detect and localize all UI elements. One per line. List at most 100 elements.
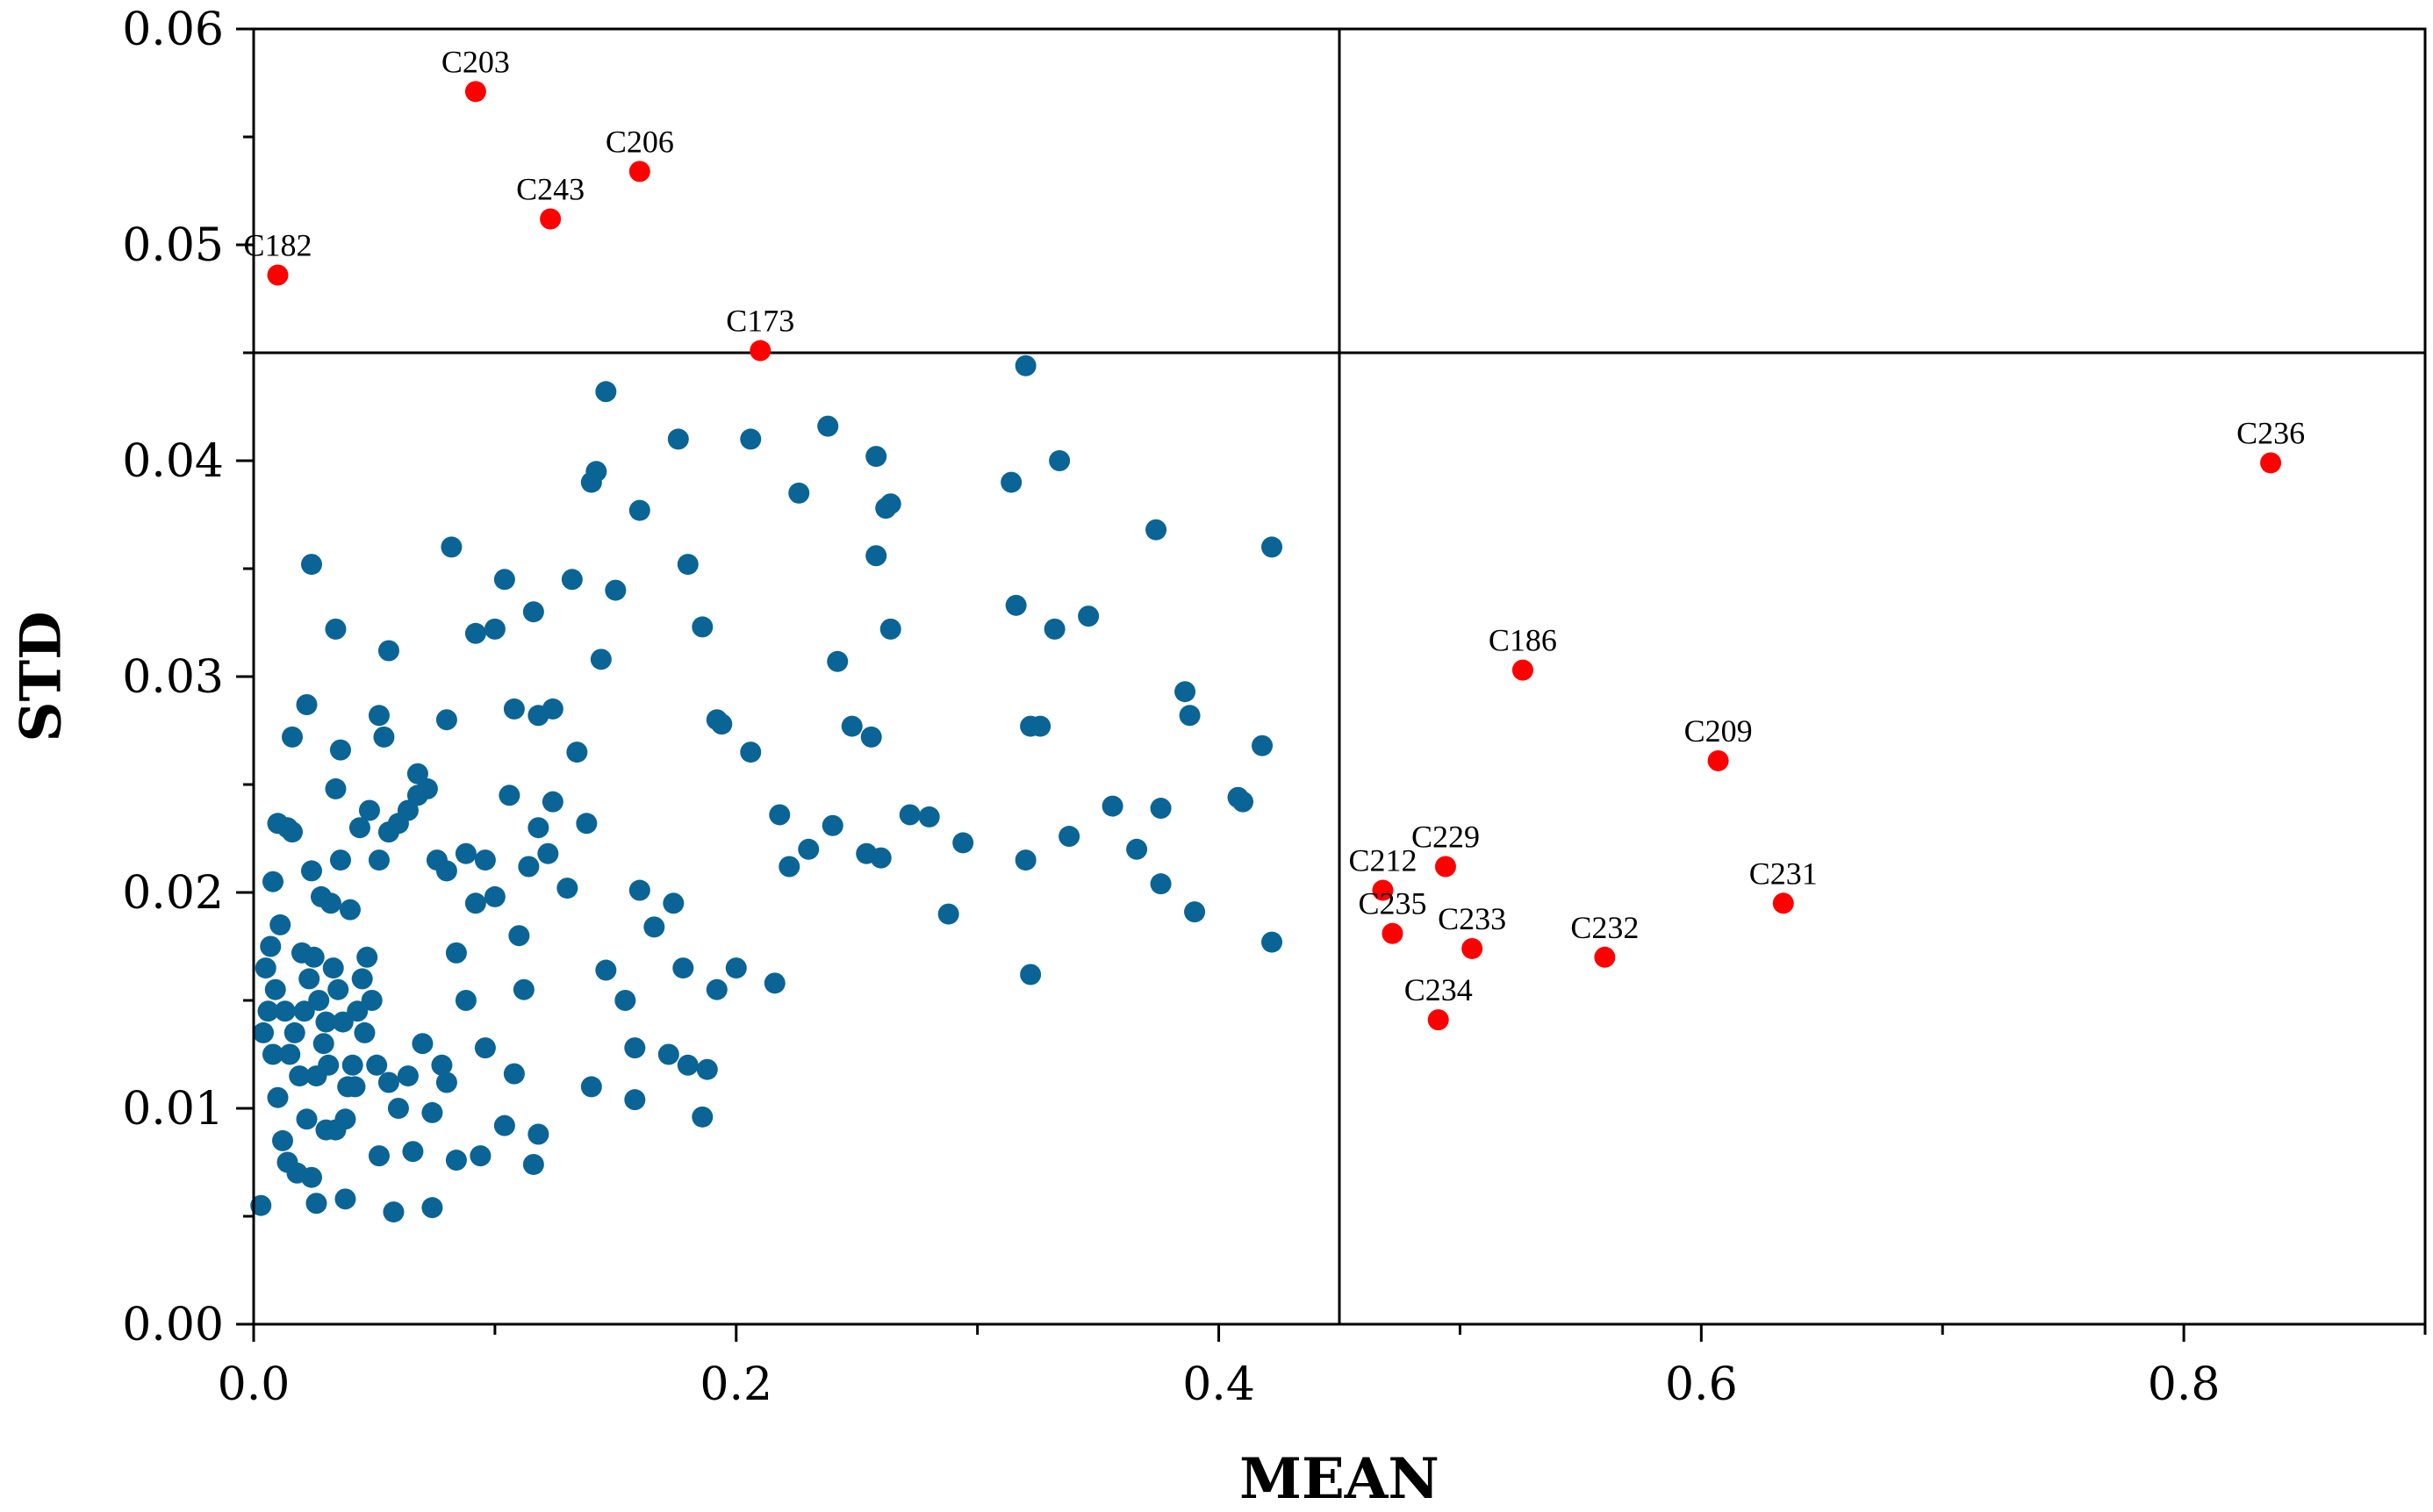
outlier-point [1372,879,1394,901]
data-point [332,1011,354,1033]
outlier-label: C212 [1348,843,1417,878]
data-point [397,799,419,821]
y-tick-label: 0.02 [122,867,224,920]
data-point [879,618,901,640]
data-point [464,622,486,644]
data-point [354,1021,376,1043]
data-point [361,990,383,1011]
outlier-point [1382,922,1403,944]
outlier-point [2260,452,2282,474]
data-point [474,1037,496,1059]
x-tick-label: 0.2 [700,1358,772,1411]
data-point [503,698,525,720]
data-point [1150,798,1172,820]
data-point [260,935,282,957]
data-point [291,942,312,964]
y-tick-label: 0.03 [122,651,224,704]
data-point [264,978,286,1000]
data-point [368,705,390,727]
outlier-point [1434,856,1456,878]
data-point [377,1071,399,1093]
data-point [329,849,351,871]
data-point [605,579,627,601]
data-point [667,428,689,450]
data-point [870,847,892,869]
outlier-label: C236 [2236,415,2305,450]
data-point [542,791,563,813]
data-point [383,1201,405,1223]
data-point [672,957,694,979]
data-point [798,838,820,860]
data-point [624,1037,646,1059]
data-point [528,817,549,839]
y-axis-title: STD [9,611,75,742]
data-point [677,554,699,576]
data-point [300,860,322,882]
data-point [344,1076,366,1098]
data-point [528,1123,549,1145]
data-point [283,1021,305,1043]
data-point [368,849,390,871]
data-point [305,1065,327,1087]
data-point [537,842,559,864]
data-point [614,990,636,1011]
data-point [1232,791,1254,813]
outlier-label: C209 [1684,713,1753,749]
data-point [373,726,395,748]
data-point [899,804,921,826]
data-point [416,777,438,799]
data-point [366,1054,388,1076]
data-point [484,885,506,907]
data-point [1020,964,1042,985]
data-point [590,649,612,670]
data-point [518,856,540,878]
data-point [312,1033,334,1055]
outlier-point [540,208,562,230]
data-point [628,499,650,521]
data-point [315,1011,337,1033]
data-point [368,1145,390,1167]
data-point [431,1054,453,1076]
outlier-point [1772,892,1794,914]
outlier-label: C233 [1438,901,1506,936]
data-point [556,878,578,899]
data-point [657,1043,679,1065]
data-point [421,1101,443,1123]
data-point [351,968,373,990]
data-point [435,1071,457,1093]
data-point [696,1058,718,1080]
data-point [841,715,863,737]
data-point [269,914,291,935]
data-point [1078,606,1100,627]
data-point [595,959,617,981]
data-point [325,777,347,799]
data-point [455,990,477,1011]
data-point [322,957,344,979]
data-point [445,1150,467,1172]
data-point [435,709,457,731]
axis-ticks: 0.0 0.2 0.4 0.6 0.8 0.00 0.01 0.02 0.03 0.04 0.05 0… [122,4,2427,1411]
data-point [740,428,762,450]
data-point [441,536,463,558]
data-point [937,903,959,925]
data-point [1261,931,1283,953]
data-point [412,1033,434,1055]
data-point [329,739,351,761]
data-point [308,990,330,1011]
data-point [860,726,882,748]
data-point [271,1129,293,1151]
outlier-point [1461,937,1483,959]
x-tick-label: 0.4 [1182,1358,1255,1411]
data-point [334,1188,356,1210]
data-point [817,415,839,437]
outlier-label: C186 [1489,623,1557,658]
y-tick-label: 0.06 [122,4,224,56]
data-point [585,461,607,483]
data-point [319,892,341,914]
data-point [339,899,361,921]
data-point [298,968,320,990]
data-point [508,925,530,947]
data-point [513,978,535,1000]
